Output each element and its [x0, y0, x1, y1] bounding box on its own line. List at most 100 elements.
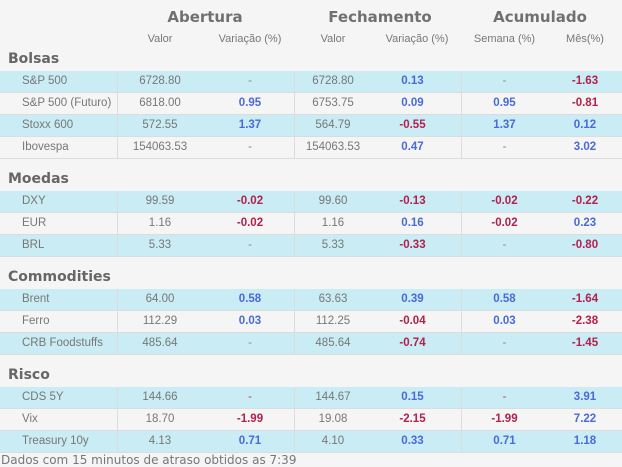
cell-valor-fechamento: 144.67 [315, 391, 351, 403]
cell-semana: 0.95 [493, 97, 516, 109]
column-header-valor-fechamento: Valor [320, 33, 346, 45]
row-label: S&P 500 [22, 75, 68, 87]
cell-valor-abertura: 154063.53 [132, 141, 188, 153]
column-divider [461, 137, 462, 159]
cell-valor-fechamento: 154063.53 [305, 141, 361, 153]
cell-mes: -1.64 [571, 293, 599, 305]
cell-mes: 1.18 [573, 435, 597, 447]
cell-valor-abertura: 6728.80 [139, 75, 181, 87]
cell-valor-fechamento: 112.25 [315, 315, 351, 327]
cell-semana: - [502, 337, 507, 349]
row-label: CRB Foodstuffs [22, 337, 103, 349]
column-header-variacao-fechamento: Variação (%) [385, 33, 449, 45]
column-divider [117, 387, 118, 409]
cell-valor-abertura: 572.55 [142, 119, 178, 131]
cell-mes: -2.38 [571, 315, 599, 327]
cell-valor-fechamento: 63.63 [318, 293, 348, 305]
cell-valor-abertura: 99.59 [145, 195, 175, 207]
cell-variacao-fechamento: 0.39 [401, 293, 424, 305]
column-divider [117, 93, 118, 115]
column-divider [294, 71, 295, 93]
cell-variacao-fechamento: -0.55 [399, 119, 426, 131]
cell-valor-abertura: 18.70 [145, 413, 175, 425]
column-divider [461, 213, 462, 235]
table-row: S&P 500 (Futuro) 6818.00 0.95 6753.75 0.09 0.… [0, 93, 622, 115]
column-divider [117, 213, 118, 235]
cell-variacao-abertura: - [248, 141, 252, 153]
column-divider [294, 431, 295, 453]
cell-variacao-fechamento: 0.13 [401, 75, 424, 87]
column-divider [294, 333, 295, 355]
column-divider [461, 71, 462, 93]
cell-variacao-fechamento: -2.15 [399, 413, 426, 425]
cell-mes: 0.12 [573, 119, 597, 131]
group-header-abertura: Abertura [167, 8, 243, 26]
column-divider [117, 137, 118, 159]
column-divider [294, 311, 295, 333]
column-divider [461, 409, 462, 431]
cell-semana: - [502, 141, 507, 153]
cell-variacao-abertura: 0.03 [238, 315, 262, 327]
cell-valor-fechamento: 99.60 [318, 195, 348, 207]
column-divider [294, 213, 295, 235]
row-label: DXY [22, 195, 46, 207]
row-label: Brent [22, 293, 50, 305]
column-divider [294, 409, 295, 431]
row-label: Vix [22, 413, 38, 425]
cell-valor-abertura: 4.13 [148, 435, 172, 447]
cell-variacao-fechamento: -0.13 [399, 195, 426, 207]
cell-mes: 3.91 [573, 391, 597, 403]
column-divider [117, 431, 118, 453]
table-row: Ferro 112.29 0.03 112.25 -0.04 0.03 -2.38 [0, 311, 622, 333]
column-header-semana: Semana (%) [473, 33, 536, 45]
cell-variacao-fechamento: -0.04 [399, 315, 426, 327]
table-row: DXY 99.59 -0.02 99.60 -0.13 -0.02 -0.22 [0, 191, 622, 213]
cell-variacao-fechamento: 0.16 [401, 217, 424, 229]
cell-semana: 0.03 [493, 315, 516, 327]
cell-mes: -0.81 [571, 97, 599, 109]
column-divider [117, 191, 118, 213]
column-header-mes: Mês(%) [566, 33, 604, 45]
table-row: Stoxx 600 572.55 1.37 564.79 -0.55 1.37 0.12 [0, 115, 622, 137]
cell-valor-abertura: 1.16 [148, 217, 172, 229]
table-row: CRB Foodstuffs 485.64 - 485.64 -0.74 - -1.45 [0, 333, 622, 355]
column-divider [461, 115, 462, 137]
cell-semana: -1.99 [491, 413, 518, 425]
cell-semana: -0.02 [491, 217, 518, 229]
cell-variacao-fechamento: 0.15 [401, 391, 424, 403]
column-divider [117, 333, 118, 355]
cell-variacao-fechamento: 0.33 [401, 435, 424, 447]
cell-valor-fechamento: 5.33 [321, 239, 345, 251]
table-row: Treasury 10y 4.13 0.71 4.10 0.33 0.71 1.18 [0, 431, 622, 453]
cell-variacao-abertura: 0.95 [238, 97, 262, 109]
column-divider [294, 289, 295, 311]
footer-note: Dados com 15 minutos de atraso obtidos a… [1, 453, 297, 467]
column-divider [461, 333, 462, 355]
group-header-acumulado: Acumulado [493, 8, 587, 26]
group-header-fechamento: Fechamento [328, 8, 432, 26]
cell-variacao-abertura: - [248, 391, 252, 403]
column-divider [461, 387, 462, 409]
cell-variacao-abertura: - [248, 239, 252, 251]
cell-variacao-abertura: 1.37 [238, 119, 262, 131]
row-label: CDS 5Y [22, 391, 64, 403]
row-label: Stoxx 600 [22, 119, 74, 131]
cell-valor-fechamento: 6753.75 [312, 97, 354, 109]
table-row: S&P 500 6728.80 - 6728.80 0.13 - -1.63 [0, 71, 622, 93]
cell-semana: - [502, 391, 507, 403]
cell-valor-fechamento: 485.64 [315, 337, 351, 349]
cell-mes: -0.80 [571, 239, 599, 251]
cell-semana: - [502, 75, 507, 87]
cell-mes: 7.22 [573, 413, 597, 425]
cell-variacao-fechamento: -0.33 [399, 239, 426, 251]
column-divider [294, 235, 295, 257]
cell-variacao-abertura: -1.99 [236, 413, 264, 425]
column-divider [117, 289, 118, 311]
cell-variacao-abertura: - [248, 75, 252, 87]
column-divider [461, 93, 462, 115]
column-header-valor-abertura: Valor [147, 33, 173, 45]
cell-mes: 0.23 [573, 217, 597, 229]
column-divider [117, 311, 118, 333]
cell-variacao-fechamento: 0.09 [401, 97, 424, 109]
cell-mes: 3.02 [573, 141, 597, 153]
